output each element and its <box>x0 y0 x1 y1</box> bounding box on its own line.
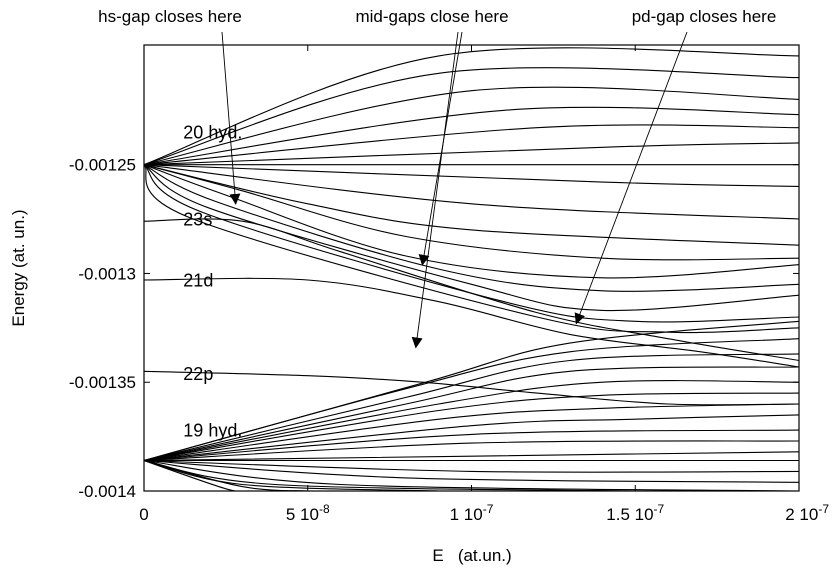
energy-level-line-26 <box>144 414 799 462</box>
annotation-label: pd-gap closes here <box>632 7 777 26</box>
annotations: hs-gap closes here mid-gaps close here pd-… <box>98 7 777 349</box>
y-tick-label: -0.0013 <box>78 264 136 283</box>
annotation-arrow <box>574 31 688 325</box>
energy-level-line-15 <box>144 164 799 334</box>
level-label: 22p <box>183 364 213 384</box>
level-label: 20 hyd. <box>183 123 242 143</box>
energy-level-line-17 <box>144 277 799 368</box>
energy-level-line-29 <box>144 451 799 462</box>
annotation-label: hs-gap closes here <box>98 7 242 26</box>
x-tick-label: 5 10-8 <box>286 502 330 524</box>
level-label: 19 hyd. <box>183 421 242 441</box>
annotation-label: mid-gaps close here <box>355 7 508 26</box>
y-tick-label: -0.00125 <box>69 156 136 175</box>
energy-level-line-37 <box>144 459 249 491</box>
energy-level-line-33 <box>144 459 799 491</box>
energy-level-line-21 <box>144 353 799 462</box>
annotation-arrow <box>411 31 459 349</box>
energy-level-line-13 <box>144 164 799 312</box>
energy-level-line-25 <box>144 403 799 462</box>
energy-level-line-3 <box>144 106 799 166</box>
energy-level-line-8 <box>144 164 799 220</box>
x-tick-label: 1.5 10-7 <box>606 502 664 524</box>
x-tick-label: 0 <box>139 505 148 524</box>
energy-level-line-2 <box>144 86 799 166</box>
energy-level-line-20 <box>144 338 799 462</box>
energy-level-line-14 <box>144 164 799 323</box>
level-labels: 20 hyd. 23s 21d 22p 19 hyd. <box>183 123 242 441</box>
energy-level-line-1 <box>144 67 799 166</box>
energy-level-line-18 <box>144 370 799 406</box>
energy-level-line-4 <box>144 124 799 166</box>
energy-level-line-24 <box>144 392 799 462</box>
energy-level-line-35 <box>144 459 439 491</box>
axis-ticks: 0 5 10-8 1 10-7 1.5 10-7 2 10-7 -0.00125 -0.00… <box>69 45 829 524</box>
energy-level-line-9 <box>144 164 799 246</box>
energy-level-line-10 <box>144 164 799 261</box>
y-tick-label: -0.00135 <box>69 373 136 392</box>
energy-level-line-12 <box>144 164 799 292</box>
x-tick-label: 2 10-7 <box>785 502 829 524</box>
energy-level-line-36 <box>144 459 308 491</box>
y-tick-label: -0.0014 <box>78 482 136 501</box>
energy-level-line-23 <box>144 380 799 462</box>
level-label: 23s <box>183 210 212 230</box>
energy-level-line-16 <box>144 218 799 362</box>
x-axis-title: E (at.un.) <box>432 546 511 565</box>
y-axis-title: Energy (at. un.) <box>9 209 28 326</box>
level-label: 21d <box>183 270 213 290</box>
energy-level-line-0 <box>144 47 799 166</box>
energy-level-line-11 <box>144 164 799 279</box>
annotation-arrow <box>221 31 241 205</box>
x-tick-label: 1 10-7 <box>450 502 494 524</box>
energy-level-line-7 <box>144 164 799 187</box>
energy-level-line-5 <box>144 142 799 166</box>
energy-level-curves <box>144 47 799 491</box>
energy-level-line-22 <box>144 366 799 462</box>
energy-level-line-31 <box>144 459 799 473</box>
energy-level-line-28 <box>144 440 799 462</box>
energy-level-line-27 <box>144 429 799 462</box>
energy-level-line-32 <box>144 459 799 483</box>
